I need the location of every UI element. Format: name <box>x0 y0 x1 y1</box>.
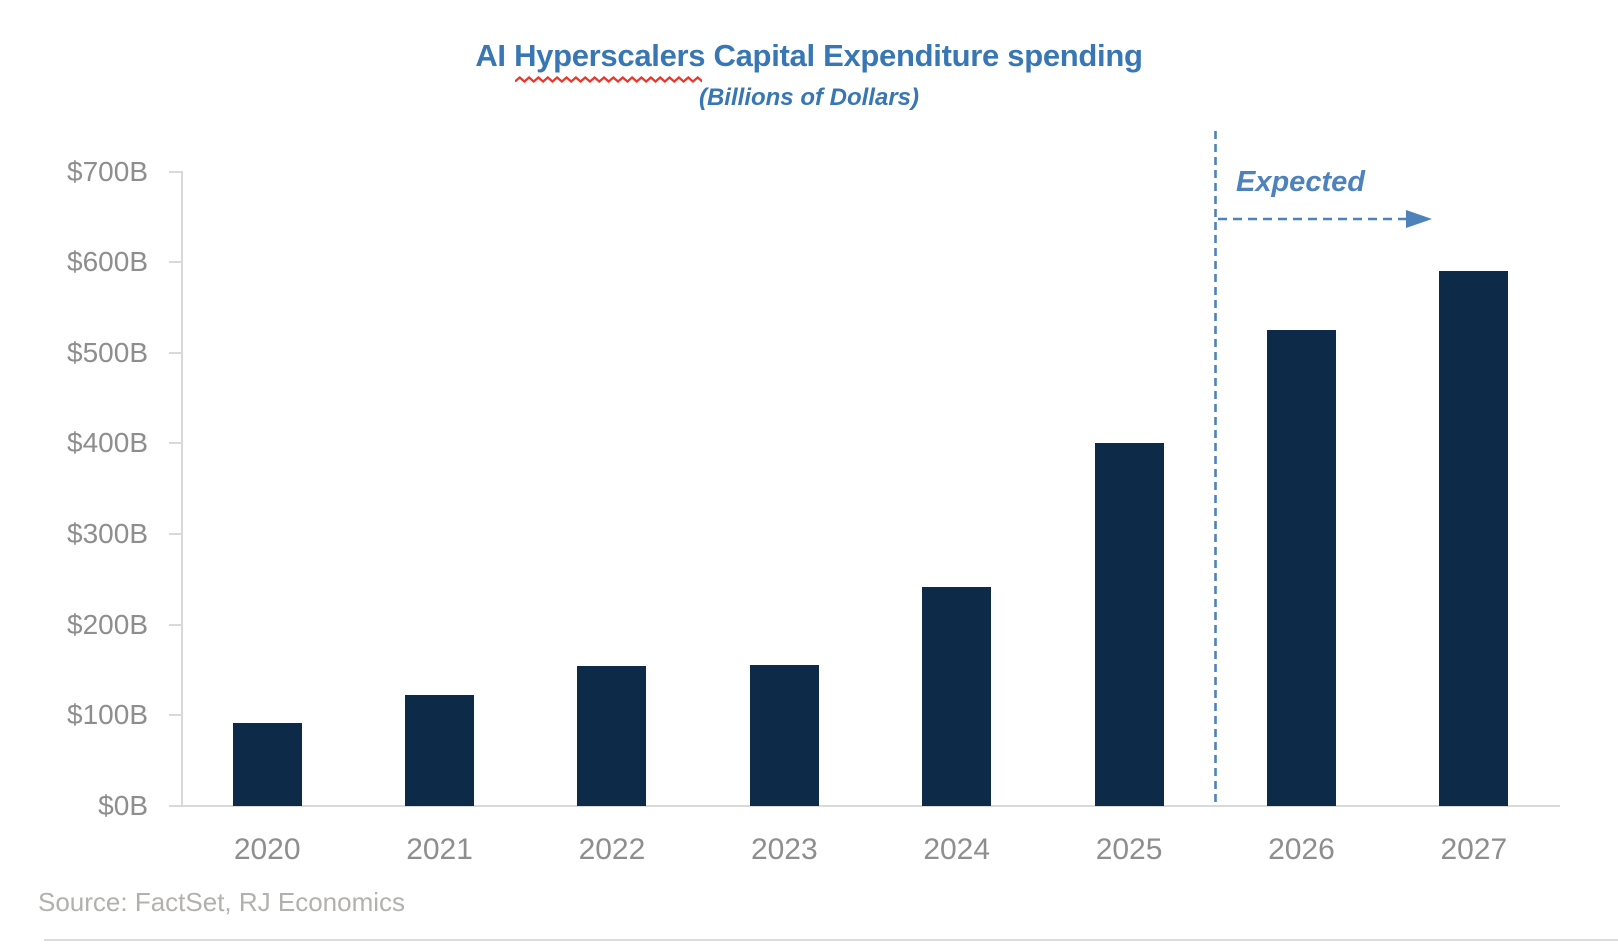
bar-2025 <box>1094 443 1164 806</box>
y-axis-tick-label: $500B <box>67 336 148 368</box>
y-axis-tick-label: $400B <box>67 427 148 459</box>
title-underlined-word: Hyperscalers <box>514 38 706 73</box>
chart-title-prefix: AI <box>475 38 515 73</box>
x-axis-label-2027: 2027 <box>1440 833 1508 866</box>
x-axis-label-2026: 2026 <box>1268 833 1335 866</box>
y-axis-tick-label: $600B <box>67 246 148 278</box>
bar-2027 <box>1439 271 1509 806</box>
expected-arrow-head-icon <box>1406 210 1432 228</box>
bar-2024 <box>922 586 992 806</box>
bar-2023 <box>749 664 819 806</box>
y-axis-tick-label: $200B <box>67 608 148 640</box>
chart-subtitle: (Billions of Dollars) <box>698 84 919 111</box>
x-axis-label-2022: 2022 <box>578 833 646 866</box>
y-axis-tick-mark <box>169 623 181 626</box>
y-axis-tick-mark <box>169 442 181 445</box>
spellcheck-squiggle-icon <box>515 76 703 83</box>
y-axis-tick-mark <box>169 533 181 536</box>
bar-2026 <box>1266 330 1336 806</box>
y-axis-line <box>181 171 183 806</box>
y-axis-tick-label: $300B <box>67 518 148 550</box>
chart-title-suffix: Capital Expenditure spending <box>705 38 1143 73</box>
bar-2020 <box>232 722 302 806</box>
y-axis-tick-mark <box>169 170 181 173</box>
x-axis-line <box>169 805 1560 807</box>
source-note: Source: FactSet, RJ Economics <box>38 887 406 917</box>
y-axis-tick-label: $100B <box>67 699 148 731</box>
y-axis-tick-mark <box>169 714 181 717</box>
x-axis-label-2021: 2021 <box>406 833 473 866</box>
expected-label: Expected <box>1236 166 1365 198</box>
bar-2022 <box>577 665 647 806</box>
x-axis-label-2024: 2024 <box>923 833 991 866</box>
x-axis-label-2020: 2020 <box>233 833 301 866</box>
x-axis-label-2023: 2023 <box>750 833 818 866</box>
x-axis-label-2025: 2025 <box>1095 833 1163 866</box>
y-axis-tick-label: $0B <box>98 790 148 821</box>
chart-title: AI Hyperscalers Capital Expenditure spen… <box>0 36 1618 83</box>
y-axis-tick-mark <box>169 261 181 264</box>
bar-2021 <box>405 694 475 806</box>
y-axis-tick-label: $700B <box>67 155 148 187</box>
bottom-divider <box>44 939 1618 941</box>
title-underlined-word-wrap: Hyperscalers <box>514 36 706 83</box>
y-axis-tick-mark <box>169 351 181 354</box>
